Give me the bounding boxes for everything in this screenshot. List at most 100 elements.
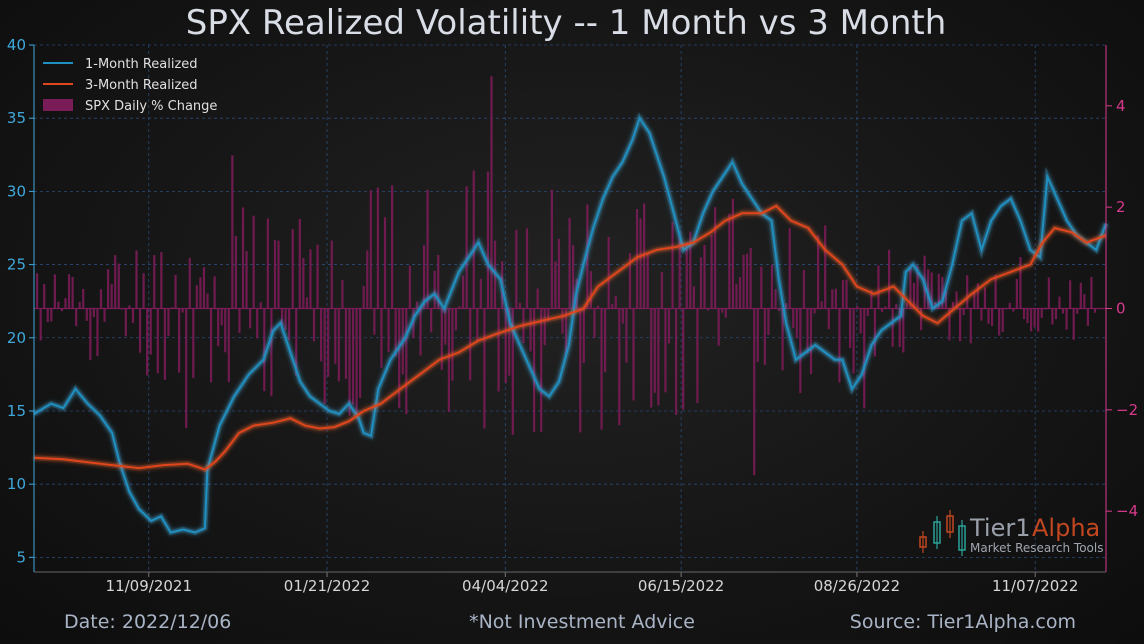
daily-change-bar xyxy=(85,308,88,321)
y-left-tick-label: 35 xyxy=(7,109,26,127)
daily-change-bar xyxy=(238,308,241,333)
brand-name-part1: Tier1 xyxy=(969,514,1031,542)
daily-change-bar xyxy=(234,235,237,309)
daily-change-bar xyxy=(213,276,216,309)
daily-change-bar xyxy=(763,308,766,365)
daily-change-bar xyxy=(359,308,362,398)
daily-change-bar xyxy=(138,308,142,353)
daily-change-bar xyxy=(540,308,543,432)
daily-change-bar xyxy=(60,308,64,312)
daily-change-bar xyxy=(529,308,532,352)
y-left-tick-label: 40 xyxy=(7,36,26,54)
daily-change-bar xyxy=(980,308,983,321)
daily-change-bar xyxy=(202,267,206,309)
daily-change-bar xyxy=(1022,308,1026,320)
daily-change-bar xyxy=(785,303,788,309)
daily-change-bar xyxy=(174,274,177,309)
y-left-tick-label: 15 xyxy=(7,402,26,420)
daily-change-bar xyxy=(902,308,905,353)
daily-change-bar xyxy=(1012,308,1015,312)
daily-change-bar xyxy=(525,228,529,309)
daily-change-bar xyxy=(373,308,376,335)
daily-change-bar xyxy=(504,308,507,383)
daily-change-bar xyxy=(57,301,60,309)
daily-change-bar xyxy=(497,308,500,392)
daily-change-bar xyxy=(717,308,720,346)
daily-change-bar xyxy=(1030,308,1033,332)
daily-change-bar xyxy=(781,308,784,371)
x-tick-label: 01/21/2022 xyxy=(284,577,370,595)
daily-change-bar xyxy=(880,308,884,312)
daily-change-bar xyxy=(611,304,614,309)
daily-change-bar xyxy=(1069,280,1072,309)
daily-change-bar xyxy=(96,308,99,357)
daily-change-bar xyxy=(692,286,695,309)
daily-change-bar xyxy=(976,283,979,309)
daily-change-bar xyxy=(344,308,348,379)
legend-label: 3-Month Realized xyxy=(85,78,198,93)
daily-change-bar xyxy=(891,308,894,347)
daily-change-bar xyxy=(568,218,571,309)
daily-change-bar xyxy=(1090,276,1093,309)
daily-change-bar xyxy=(912,282,916,309)
daily-change-bar xyxy=(859,308,862,334)
daily-change-bar xyxy=(689,231,692,309)
daily-change-bar xyxy=(398,308,401,409)
daily-change-bar xyxy=(78,301,81,309)
daily-change-bar xyxy=(71,276,74,309)
daily-change-bar xyxy=(1061,308,1065,314)
daily-change-bar xyxy=(838,308,841,383)
daily-change-bar xyxy=(742,254,745,309)
daily-change-bar xyxy=(99,289,103,309)
daily-change-bar xyxy=(426,189,429,309)
y-left-tick-label: 10 xyxy=(7,475,26,493)
daily-change-bar xyxy=(188,257,191,309)
daily-change-bar xyxy=(831,289,834,309)
daily-change-bar xyxy=(209,308,213,383)
daily-change-bar xyxy=(593,308,596,338)
daily-change-bar xyxy=(462,275,465,309)
daily-change-bar xyxy=(618,308,621,426)
daily-change-bar xyxy=(795,308,798,339)
daily-change-bar xyxy=(1008,302,1011,309)
daily-change-bar xyxy=(405,308,408,415)
daily-change-bar xyxy=(341,279,344,309)
daily-change-bar xyxy=(919,308,923,331)
daily-change-bar xyxy=(153,255,156,309)
daily-change-bar xyxy=(788,228,791,309)
daily-change-bar xyxy=(959,308,962,342)
daily-change-bar xyxy=(824,225,827,309)
daily-change-bar xyxy=(383,217,387,309)
daily-change-bar xyxy=(199,277,202,309)
daily-change-bar xyxy=(1065,308,1068,330)
daily-change-bar xyxy=(888,249,891,309)
daily-change-bar xyxy=(39,308,42,341)
daily-change-bar xyxy=(738,277,742,309)
daily-change-bar xyxy=(898,308,901,347)
daily-change-bar xyxy=(994,274,997,309)
daily-change-bar xyxy=(671,221,674,309)
daily-change-bar xyxy=(1076,308,1079,314)
daily-change-bar xyxy=(841,279,845,309)
logo-candle-body xyxy=(958,525,966,551)
daily-change-bar xyxy=(650,308,653,408)
daily-change-bar xyxy=(454,308,458,331)
daily-change-bar xyxy=(806,308,809,354)
legend-label: SPX Daily % Change xyxy=(85,99,217,114)
daily-change-bar xyxy=(241,207,245,309)
daily-change-bar xyxy=(905,303,908,309)
daily-change-bar xyxy=(660,272,663,309)
daily-change-bar xyxy=(621,308,624,324)
daily-change-bar xyxy=(604,308,607,373)
daily-change-bar xyxy=(146,308,149,376)
daily-change-bar xyxy=(53,274,56,309)
daily-change-bar xyxy=(92,308,95,318)
brand-name-part2: Alpha xyxy=(1032,514,1100,542)
y-left-tick-label: 30 xyxy=(7,182,26,200)
series-lines xyxy=(32,112,1109,536)
daily-change-bar xyxy=(685,242,688,309)
daily-change-bar xyxy=(256,308,259,339)
daily-change-bar xyxy=(312,308,316,342)
daily-change-bar xyxy=(277,240,280,309)
